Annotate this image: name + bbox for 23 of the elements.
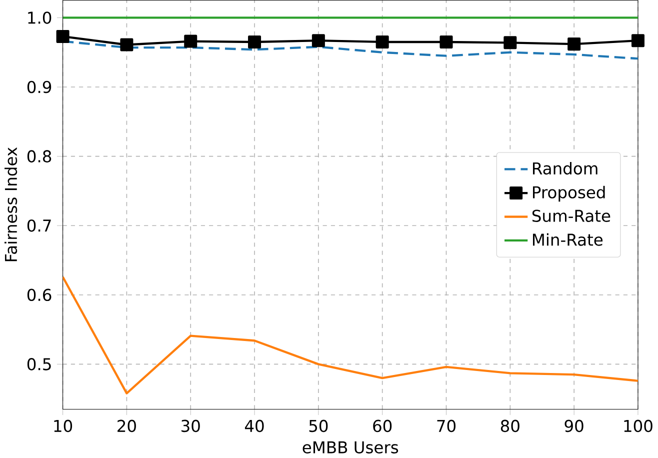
x-axis-title: eMBB Users	[302, 441, 398, 454]
x-tick-label: 100	[624, 420, 652, 432]
y-tick-label: 0.6	[27, 288, 52, 302]
x-tick-label: 60	[373, 420, 392, 432]
y-tick-label: 0.8	[27, 150, 52, 162]
legend-label: Proposed	[532, 186, 605, 202]
x-tick-label: 40	[244, 420, 264, 432]
y-tick-label: 0.7	[27, 219, 51, 232]
y-tick-label: 0.5	[27, 358, 51, 370]
y-tick-label: 0.9	[27, 80, 52, 94]
x-tick-label: 80	[500, 420, 520, 432]
x-tick-label: 10	[54, 420, 72, 432]
x-tick-label: 50	[309, 420, 328, 432]
legend-label: Min-Rate	[532, 233, 603, 246]
x-tick-label: 20	[118, 420, 136, 432]
legend-label: Random	[532, 162, 598, 175]
x-tick-label: 90	[564, 420, 584, 432]
legend-label: Sum-Rate	[532, 210, 610, 222]
x-tick-label: 30	[182, 420, 200, 432]
y-tick-label: 1.0	[28, 12, 52, 24]
x-tick-label: 70	[437, 420, 456, 432]
y-axis-title: Fairness Index	[4, 147, 18, 262]
line-series	[62, 276, 638, 394]
